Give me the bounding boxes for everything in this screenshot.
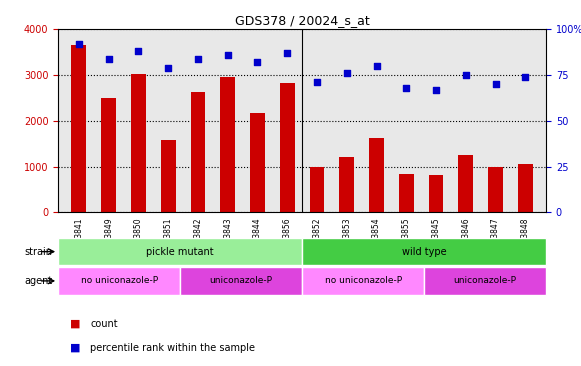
FancyBboxPatch shape: [58, 238, 302, 265]
Text: no uniconazole-P: no uniconazole-P: [81, 276, 157, 285]
Point: [372, 63, 381, 69]
Text: uniconazole-P: uniconazole-P: [210, 276, 272, 285]
Text: no uniconazole-P: no uniconazole-P: [325, 276, 401, 285]
Text: ■: ■: [70, 343, 80, 353]
Text: wild type: wild type: [402, 247, 446, 257]
Bar: [369, 138, 384, 212]
Point: [491, 81, 500, 87]
FancyBboxPatch shape: [180, 267, 302, 295]
Bar: [399, 174, 414, 212]
Text: pickle mutant: pickle mutant: [146, 247, 214, 257]
Bar: [101, 98, 116, 212]
Bar: [429, 175, 443, 212]
Bar: [161, 139, 175, 212]
Bar: [71, 45, 87, 212]
Text: strain: strain: [24, 247, 52, 257]
Point: [282, 50, 292, 56]
Bar: [131, 74, 146, 212]
FancyBboxPatch shape: [424, 267, 546, 295]
Bar: [191, 93, 206, 212]
Bar: [280, 83, 295, 212]
Point: [74, 41, 84, 47]
FancyBboxPatch shape: [58, 267, 180, 295]
Point: [223, 52, 232, 58]
Point: [253, 59, 262, 65]
Point: [134, 48, 143, 54]
Text: ■: ■: [70, 319, 80, 329]
Point: [401, 85, 411, 91]
FancyBboxPatch shape: [302, 238, 546, 265]
FancyBboxPatch shape: [302, 267, 424, 295]
Text: uniconazole-P: uniconazole-P: [454, 276, 517, 285]
Text: percentile rank within the sample: percentile rank within the sample: [90, 343, 255, 353]
Point: [104, 56, 113, 61]
Point: [461, 72, 471, 78]
Point: [313, 79, 322, 85]
Bar: [488, 167, 503, 212]
Bar: [250, 113, 265, 212]
Point: [431, 87, 440, 93]
Title: GDS378 / 20024_s_at: GDS378 / 20024_s_at: [235, 14, 370, 27]
Bar: [339, 157, 354, 212]
Point: [193, 56, 203, 61]
Point: [164, 65, 173, 71]
Bar: [518, 164, 533, 212]
Bar: [458, 155, 474, 212]
Text: count: count: [90, 319, 118, 329]
Bar: [220, 77, 235, 212]
Text: agent: agent: [24, 276, 52, 286]
Bar: [310, 167, 324, 212]
Point: [342, 70, 352, 76]
Point: [521, 74, 530, 80]
